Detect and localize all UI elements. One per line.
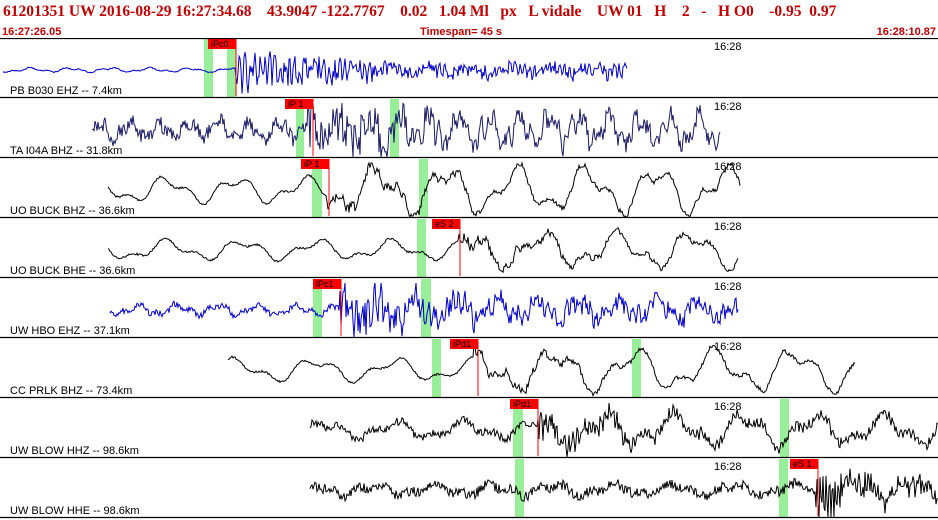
pick-label: iP 1 [288,99,303,109]
pick-flag [208,39,236,49]
station-label: TA I04A BHZ -- 31.8km [10,145,122,157]
time-mark-label: 16:28 [714,41,742,53]
time-mark-label: 16:28 [714,461,742,473]
pick-window [515,459,524,517]
pick-label: iPd1 [513,399,531,409]
pick-flag [313,279,341,289]
channel-row[interactable]: eS 2 16:28 UO BUCK BHE -- 36.6km [0,219,938,279]
time-mark-label: 16:28 [714,101,742,113]
time-mark-label: 16:28 [714,341,742,353]
time-mark-label: 16:28 [714,281,742,293]
channel-row[interactable]: eS 1 16:28 UW BLOW HHE -- 98.6km [0,459,938,519]
pick-label: eS 2 [435,219,454,229]
header-bar: 61201351 UW 2016-08-29 16:27:34.68 43.90… [0,0,938,40]
waveform-trace [92,102,721,158]
pick-window [432,339,441,397]
waveform-trace [2,51,628,94]
time-mark-label: 16:28 [714,161,742,173]
pick-window [227,39,236,97]
time-mark-label: 16:28 [714,401,742,413]
channel-row[interactable]: iPc0 16:28 PB B030 EHZ -- 7.4km [0,39,938,99]
pick-flag [432,219,460,229]
pick-label: eS 1 [793,459,812,469]
channel-row[interactable]: iP 1 16:28 TA I04A BHZ -- 31.8km [0,99,938,159]
start-time-label: 16:27:26.05 [2,26,62,38]
pick-window [421,279,431,337]
pick-window [204,39,213,97]
channel-row[interactable]: iPd1 16:28 CC PRLK BHZ -- 73.4km [0,339,938,399]
channel-row[interactable]: iPc1 16:28 UW HBO EHZ -- 37.1km [0,279,938,339]
station-label: PB B030 EHZ -- 7.4km [10,85,122,97]
pick-label: iPc1 [316,279,334,289]
pick-window [419,159,428,217]
timespan-label: Timespan= 45 s [420,26,503,38]
pick-label: iPc0 [211,39,229,49]
station-label: UW BLOW HHE -- 98.6km [10,505,140,517]
waveform-trace [309,402,938,458]
pick-window [632,339,641,397]
pick-window [780,399,789,457]
pick-label: iPd1 [453,339,471,349]
station-label: UO BUCK BHE -- 36.6km [10,265,135,277]
waveform-trace [227,344,856,397]
pick-flag [285,99,313,109]
waveform-trace [309,468,938,518]
pick-label: iP 1 [304,159,319,169]
pick-flag [790,459,818,469]
channel-row[interactable]: iPd1 16:28 UW BLOW HHZ -- 98.6km [0,399,938,459]
pick-window [417,219,426,277]
waveform-trace [107,226,739,274]
waveform-trace [107,161,741,219]
pick-flag [301,159,329,169]
pick-window [313,279,322,337]
channel-row[interactable]: iP 1 16:28 UO BUCK BHZ -- 36.6km [0,159,938,219]
station-label: UW BLOW HHZ -- 98.6km [10,445,139,457]
station-label: UO BUCK BHZ -- 36.6km [10,205,135,217]
pick-window [312,159,322,217]
station-label: CC PRLK BHZ -- 73.4km [10,385,132,397]
pick-window [513,399,523,457]
seismogram-panel[interactable]: iPc0 16:28 PB B030 EHZ -- 7.4km iP 1 16:28 TA… [0,38,938,520]
pick-flag [450,339,478,349]
station-label: UW HBO EHZ -- 37.1km [10,325,130,337]
event-summary-title: 61201351 UW 2016-08-29 16:27:34.68 43.90… [3,3,837,20]
time-mark-label: 16:28 [714,221,742,233]
waveform-trace [109,282,739,338]
end-time-label: 16:28:10.87 [876,26,936,38]
pick-flag [510,399,538,409]
